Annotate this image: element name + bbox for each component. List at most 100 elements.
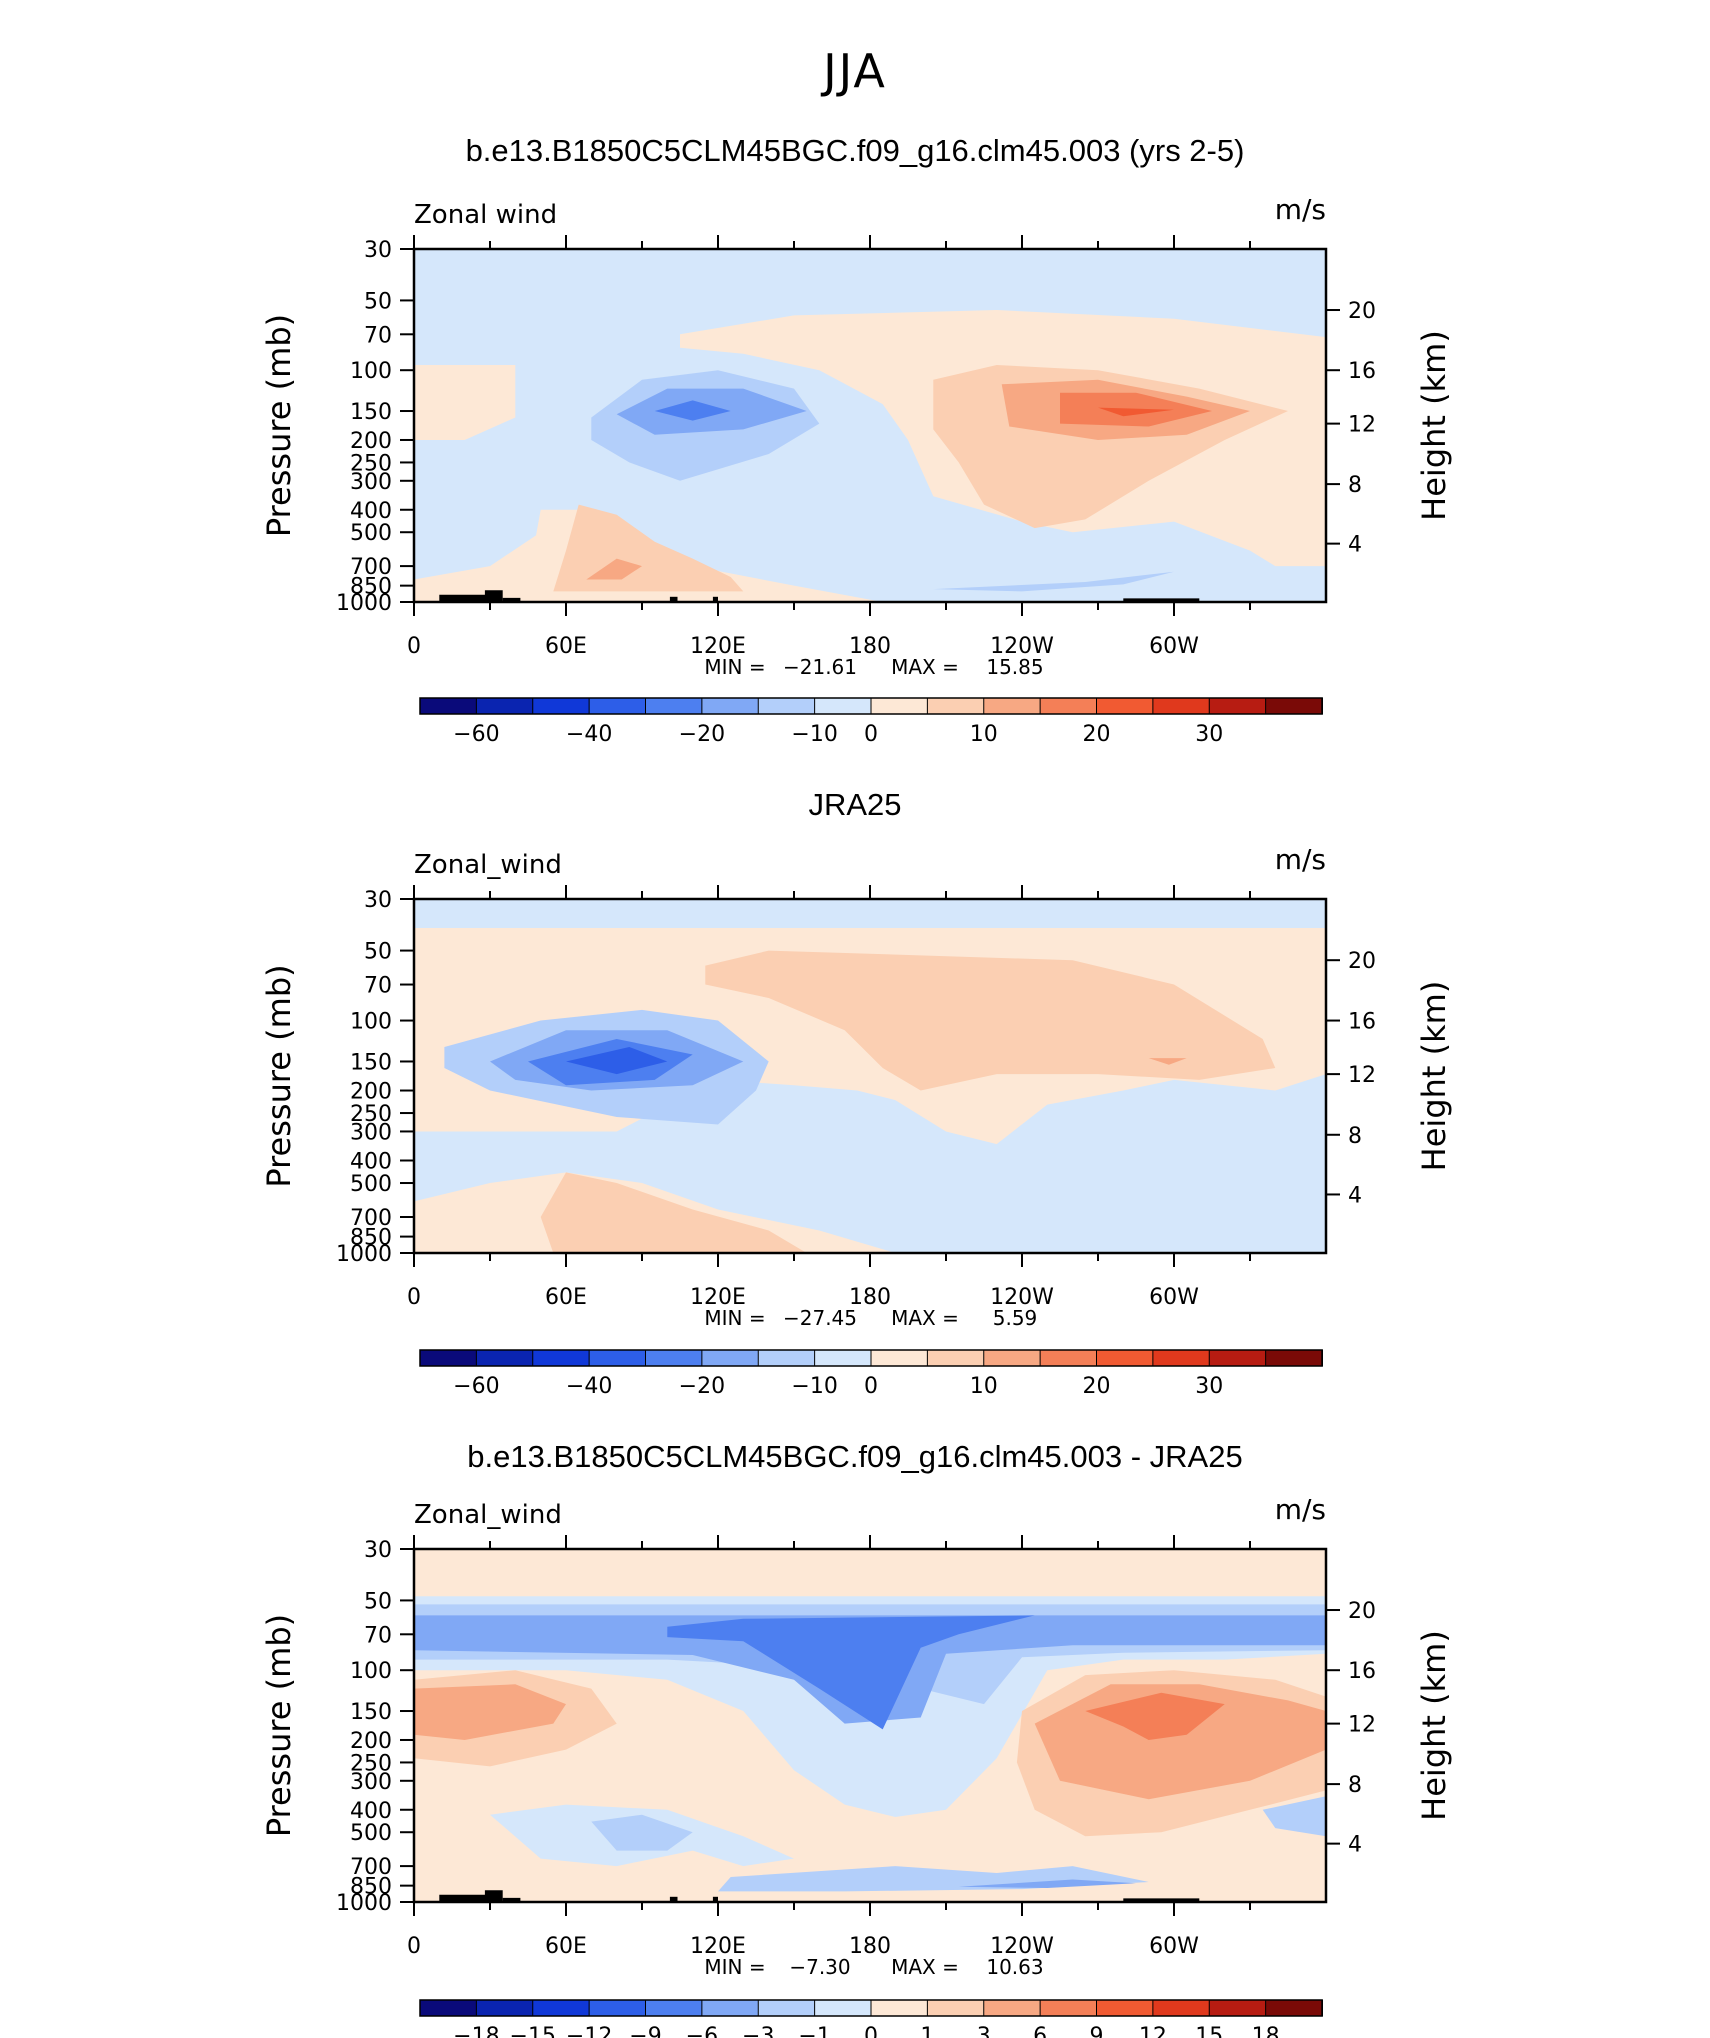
- field-contour: [1262, 1796, 1326, 1837]
- y2-tick-label: 8: [1348, 1124, 1362, 1149]
- y-tick-label: 1000: [336, 1242, 392, 1267]
- field-contour: [586, 558, 642, 580]
- y2-tick-label: 8: [1348, 1773, 1362, 1798]
- x-tick-label: 60E: [545, 1285, 587, 1310]
- colorbar-box: [814, 1349, 872, 1367]
- variable-label: Zonal wind: [414, 200, 557, 230]
- y-tick-label: 70: [364, 974, 392, 999]
- variable-label: Zonal_wind: [414, 1500, 562, 1530]
- colorbar-box: [645, 697, 703, 715]
- colorbar-box: [1208, 697, 1267, 715]
- stats-min-label: MIN =: [704, 1306, 765, 1330]
- y-tick-label: 1000: [336, 1891, 392, 1916]
- colorbar-label: −60: [453, 722, 499, 747]
- field-contour: [1098, 407, 1174, 417]
- y-tick-label: 200: [350, 429, 392, 454]
- colorbar-box: [1096, 1999, 1154, 2017]
- y2-tick-label: 12: [1348, 413, 1376, 438]
- colorbar-label: −60: [453, 1374, 499, 1399]
- stats-min-label: MIN =: [704, 1955, 765, 1979]
- y-tick-label: 50: [364, 1589, 392, 1614]
- y2-tick-label: 16: [1348, 1659, 1376, 1684]
- topography-block: [439, 1894, 493, 1902]
- y-tick-label: 50: [364, 940, 392, 965]
- stats-max-value: 10.63: [986, 1955, 1043, 1979]
- x-tick-label: 180: [849, 1934, 891, 1959]
- y-tick-label: 300: [350, 1120, 392, 1145]
- x-tick-label: 60W: [1149, 1934, 1199, 1959]
- y-tick-label: 250: [350, 1751, 392, 1776]
- colorbar-box: [701, 697, 760, 715]
- colorbar-box: [588, 1349, 647, 1367]
- colorbar-box: [1152, 1999, 1211, 2017]
- x-tick-label: 60E: [545, 634, 587, 659]
- colorbar-box: [1152, 1349, 1211, 1367]
- colorbar-label: 30: [1195, 1374, 1223, 1399]
- colorbar-label: −20: [679, 1374, 725, 1399]
- colorbar-box: [926, 1349, 985, 1367]
- colorbar-box: [1208, 1349, 1267, 1367]
- y-tick-label: 500: [350, 521, 392, 546]
- units-label: m/s: [1275, 843, 1326, 876]
- y2-tick-label: 4: [1348, 533, 1362, 558]
- panel-3-title: b.e13.B1850C5CLM45BGC.f09_g16.clm45.003 …: [467, 1439, 1243, 1474]
- x-tick-label: 60W: [1149, 1285, 1199, 1310]
- colorbar-box: [475, 1999, 534, 2017]
- y-axis-label: Pressure (mb): [260, 314, 298, 537]
- y2-tick-label: 8: [1348, 473, 1362, 498]
- stats-min-value: −27.45: [783, 1306, 857, 1330]
- y2-tick-label: 16: [1348, 359, 1376, 384]
- colorbar-box: [1096, 1349, 1154, 1367]
- colorbar-box: [1265, 1999, 1323, 2017]
- variable-label: Zonal_wind: [414, 850, 562, 880]
- stats-max-label: MAX =: [891, 1306, 959, 1330]
- colorbar-label: 6: [1033, 2024, 1047, 2038]
- y-tick-label: 200: [350, 1729, 392, 1754]
- stats-max-label: MAX =: [891, 655, 959, 679]
- field-contour: [414, 1684, 566, 1740]
- colorbar-label: −1: [798, 2024, 830, 2038]
- colorbar-box: [532, 1349, 591, 1367]
- colorbar-box: [532, 697, 591, 715]
- colorbar-box: [645, 1349, 703, 1367]
- colorbar-box: [1039, 1999, 1098, 2017]
- y-tick-label: 70: [364, 1623, 392, 1648]
- colorbar-label: 10: [970, 1374, 998, 1399]
- colorbar-box: [983, 697, 1042, 715]
- y2-tick-label: 20: [1348, 949, 1376, 974]
- y2-tick-label: 4: [1348, 1833, 1362, 1858]
- colorbar-box: [926, 697, 985, 715]
- colorbar-label: −18: [453, 2024, 499, 2038]
- x-tick-label: 120E: [690, 634, 746, 659]
- y-tick-label: 250: [350, 1102, 392, 1127]
- colorbar-box: [701, 1999, 760, 2017]
- panel-1-field: [414, 249, 1326, 602]
- colorbar-box: [1265, 697, 1323, 715]
- colorbar-box: [757, 1349, 816, 1367]
- y-tick-label: 300: [350, 470, 392, 495]
- colorbar-box: [532, 1999, 591, 2017]
- colorbar-box: [475, 697, 534, 715]
- field-contour: [414, 365, 516, 440]
- y-tick-label: 30: [364, 888, 392, 913]
- y2-tick-label: 20: [1348, 1599, 1376, 1624]
- colorbar-box: [1208, 1999, 1267, 2017]
- panel-2-plot: [400, 885, 1340, 1367]
- colorbar-box: [1096, 697, 1154, 715]
- colorbar-label: −12: [566, 2024, 612, 2038]
- y-tick-label: 400: [350, 1799, 392, 1824]
- colorbar-box: [814, 697, 872, 715]
- y-tick-label: 400: [350, 1149, 392, 1174]
- y-tick-label: 500: [350, 1172, 392, 1197]
- topography-block: [484, 590, 503, 602]
- y-tick-label: 850: [350, 1875, 392, 1900]
- stats-min-label: MIN =: [704, 655, 765, 679]
- panel-2-title: JRA25: [808, 787, 902, 822]
- colorbar-label: 20: [1083, 722, 1111, 747]
- y-tick-label: 700: [350, 555, 392, 580]
- y-tick-label: 500: [350, 1821, 392, 1846]
- y-tick-label: 300: [350, 1770, 392, 1795]
- y-tick-label: 100: [350, 359, 392, 384]
- panel-1-plot: [400, 235, 1340, 715]
- y-tick-label: 700: [350, 1855, 392, 1880]
